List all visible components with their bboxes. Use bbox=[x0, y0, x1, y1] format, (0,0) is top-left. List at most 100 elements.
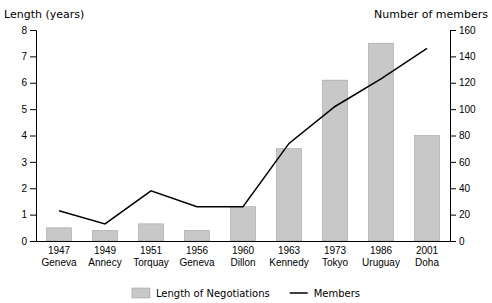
tick-mark bbox=[450, 56, 456, 57]
x-axis: 1947Geneva 1949Annecy 1951Torquay 1956Genev… bbox=[37, 241, 451, 268]
line bbox=[59, 48, 427, 223]
bar-series bbox=[47, 43, 440, 241]
tick-label: 120 bbox=[459, 77, 476, 88]
tick-label: 4 bbox=[21, 130, 27, 141]
axis-line bbox=[37, 241, 451, 242]
tick-label: 140 bbox=[459, 51, 476, 62]
tick-mark bbox=[450, 162, 456, 163]
tick-mark bbox=[450, 136, 456, 137]
tick-label: 5 bbox=[21, 104, 27, 115]
tick: 40 bbox=[450, 183, 471, 194]
tick-label: 1973Tokyo bbox=[322, 245, 349, 268]
tick: 1986Uruguay bbox=[362, 241, 400, 268]
axis-line bbox=[30, 31, 37, 242]
tick: 7 bbox=[21, 51, 36, 62]
tick-label: 6 bbox=[21, 77, 27, 88]
tick: 2 bbox=[21, 183, 36, 194]
tick: 4 bbox=[21, 130, 36, 141]
tick-label: 8 bbox=[21, 25, 27, 36]
tick: 2001Doha bbox=[415, 241, 439, 268]
tick: 0 bbox=[450, 236, 465, 247]
tick: 0 bbox=[21, 236, 36, 247]
tick-label: 2 bbox=[21, 183, 27, 194]
y-axis-title: Length (years) bbox=[4, 8, 84, 21]
tick-mark bbox=[450, 83, 456, 84]
bar bbox=[231, 207, 256, 241]
tick-label: 1947Geneva bbox=[41, 245, 76, 268]
legend-item: Members bbox=[290, 288, 360, 299]
bar bbox=[185, 230, 210, 241]
tick-label: 0 bbox=[21, 236, 27, 247]
tick-label: 0 bbox=[459, 236, 465, 247]
tick: 3 bbox=[21, 157, 36, 168]
tick: 1973Tokyo bbox=[322, 241, 349, 268]
tick-mark bbox=[30, 30, 36, 31]
tick-mark bbox=[30, 136, 36, 137]
tick-mark bbox=[30, 241, 36, 242]
tick: 1963Kennedy bbox=[269, 241, 308, 268]
y-axis: 0 1 2 3 4 5 6 7 8 bbox=[21, 25, 36, 247]
tick-mark bbox=[450, 109, 456, 110]
axis-line bbox=[451, 31, 457, 242]
tick: 140 bbox=[450, 51, 476, 62]
y2-axis: 0 20 40 60 80 100 120 140 160 bbox=[450, 25, 476, 247]
tick-label: 1949Annecy bbox=[88, 245, 121, 268]
tick-label: 100 bbox=[459, 104, 476, 115]
tick-mark bbox=[30, 109, 36, 110]
tick: 1960Dillon bbox=[230, 241, 255, 268]
tick-mark bbox=[30, 56, 36, 57]
tick: 100 bbox=[450, 104, 476, 115]
tick-mark bbox=[30, 215, 36, 216]
tick: 1951Torquay bbox=[133, 241, 169, 268]
tick-label: 3 bbox=[21, 157, 27, 168]
tick-label: 1951Torquay bbox=[133, 245, 169, 268]
tick: 1 bbox=[21, 209, 36, 220]
tick: 80 bbox=[450, 130, 471, 141]
tick: 1947Geneva bbox=[41, 241, 76, 268]
tick-mark bbox=[30, 83, 36, 84]
legend-label: Length of Negotiations bbox=[156, 288, 270, 299]
bar bbox=[415, 136, 440, 242]
tick-label: 1956Geneva bbox=[179, 245, 214, 268]
plot: 0123456780204060801001201401601947Geneva… bbox=[21, 25, 476, 268]
tick: 1956Geneva bbox=[179, 241, 214, 268]
tick-label: 2001Doha bbox=[415, 245, 439, 268]
bar bbox=[277, 149, 302, 241]
legend-label: Members bbox=[314, 288, 360, 299]
bar bbox=[47, 228, 72, 241]
bar bbox=[323, 80, 348, 241]
legend-swatch bbox=[290, 292, 308, 294]
tick-mark bbox=[450, 241, 456, 242]
tick: 1949Annecy bbox=[88, 241, 121, 268]
y2-axis-title: Number of members bbox=[374, 8, 488, 21]
tick-label: 160 bbox=[459, 25, 476, 36]
bar bbox=[139, 224, 164, 241]
chart: 0123456780204060801001201401601947Geneva… bbox=[0, 0, 492, 303]
tick: 20 bbox=[450, 209, 471, 220]
legend: Length of Negotiations Members bbox=[132, 288, 360, 299]
tick-mark bbox=[30, 188, 36, 189]
tick: 120 bbox=[450, 77, 476, 88]
legend-item: Length of Negotiations bbox=[132, 288, 270, 299]
tick: 160 bbox=[450, 25, 476, 36]
tick-label: 60 bbox=[459, 157, 471, 168]
tick-mark bbox=[30, 162, 36, 163]
tick: 5 bbox=[21, 104, 36, 115]
tick-label: 1960Dillon bbox=[230, 245, 255, 268]
tick: 60 bbox=[450, 157, 471, 168]
tick-label: 20 bbox=[459, 209, 471, 220]
bar bbox=[93, 230, 118, 241]
tick-label: 1986Uruguay bbox=[362, 245, 400, 268]
tick-label: 1 bbox=[21, 209, 27, 220]
tick-mark bbox=[450, 30, 456, 31]
tick: 8 bbox=[21, 25, 36, 36]
tick: 6 bbox=[21, 77, 36, 88]
tick-mark bbox=[450, 188, 456, 189]
tick-label: 80 bbox=[459, 130, 471, 141]
marks bbox=[47, 43, 440, 241]
tick-label: 7 bbox=[21, 51, 27, 62]
tick-label: 1963Kennedy bbox=[269, 245, 308, 268]
tick-mark bbox=[450, 215, 456, 216]
tick-label: 40 bbox=[459, 183, 471, 194]
legend-swatch bbox=[132, 288, 150, 298]
